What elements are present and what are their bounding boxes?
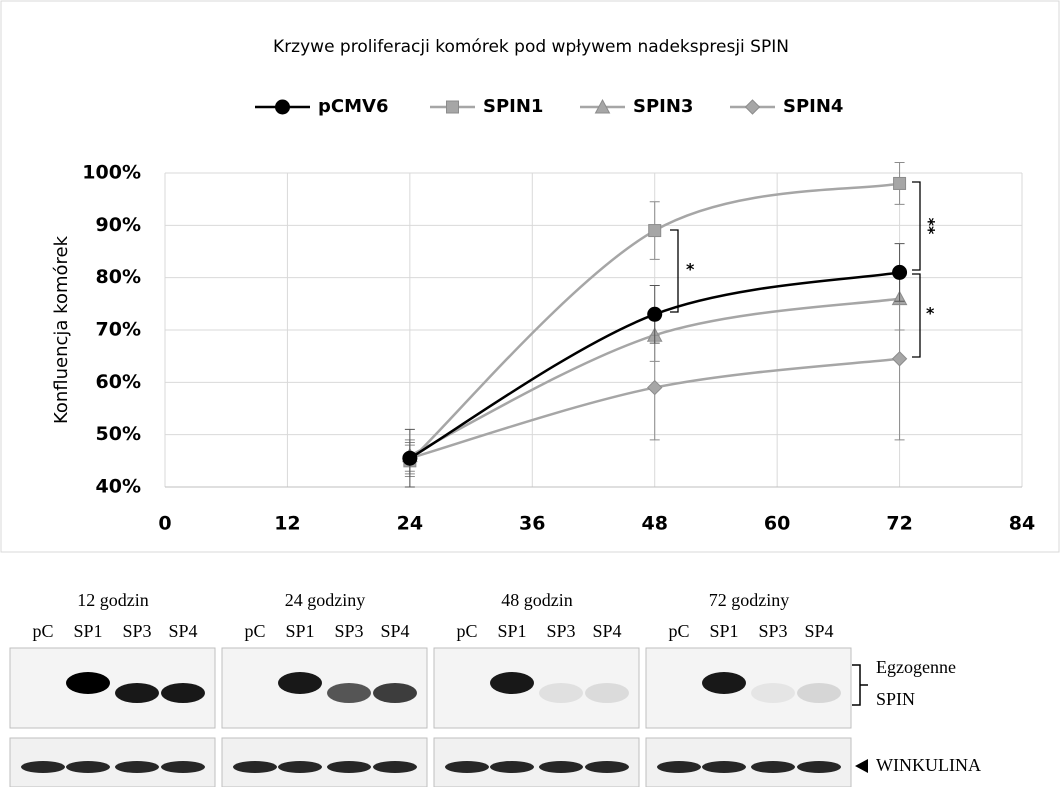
band bbox=[702, 672, 746, 694]
band bbox=[490, 761, 534, 773]
x-tick-label: 36 bbox=[519, 513, 545, 535]
y-tick-label: 100% bbox=[82, 162, 141, 184]
band bbox=[233, 761, 277, 773]
lane-label: SP4 bbox=[380, 621, 409, 641]
lane-label: SP1 bbox=[285, 621, 314, 641]
band bbox=[327, 683, 371, 703]
lane-label: SP4 bbox=[168, 621, 197, 641]
lane-label: SP3 bbox=[758, 621, 787, 641]
row-label: SPIN bbox=[876, 689, 915, 709]
legend-label: pCMV6 bbox=[318, 96, 388, 117]
x-tick-label: 24 bbox=[397, 513, 423, 535]
band bbox=[161, 761, 205, 773]
y-tick-label: 60% bbox=[96, 371, 141, 393]
annotation: * bbox=[926, 304, 935, 323]
band bbox=[373, 761, 417, 773]
legend-label: SPIN4 bbox=[783, 96, 843, 117]
marker bbox=[893, 265, 907, 279]
band bbox=[115, 683, 159, 703]
lane-label: pC bbox=[32, 621, 53, 641]
panel-title: 48 godzin bbox=[501, 590, 573, 610]
figure: Krzywe proliferacji komórek pod wpływem … bbox=[0, 0, 1062, 787]
band bbox=[278, 761, 322, 773]
x-tick-label: 12 bbox=[274, 513, 300, 535]
band bbox=[21, 761, 65, 773]
annotation: ** bbox=[920, 218, 939, 235]
band bbox=[539, 761, 583, 773]
x-tick-label: 72 bbox=[886, 513, 912, 535]
band bbox=[539, 683, 583, 703]
marker bbox=[276, 100, 290, 114]
y-tick-label: 90% bbox=[96, 214, 141, 236]
lane-label: pC bbox=[668, 621, 689, 641]
band bbox=[797, 683, 841, 703]
panel-title: 72 godziny bbox=[709, 590, 790, 610]
panel-title: 24 godziny bbox=[285, 590, 366, 610]
marker bbox=[649, 225, 661, 237]
y-tick-label: 50% bbox=[96, 423, 141, 445]
band bbox=[751, 761, 795, 773]
western-blot: 12 godzin pC SP1 SP3 SP4 24 godziny pC SP1 SP3 SP… bbox=[10, 590, 851, 787]
x-tick-label: 0 bbox=[158, 513, 171, 535]
band bbox=[327, 761, 371, 773]
band bbox=[797, 761, 841, 773]
band bbox=[657, 761, 701, 773]
row-label: WINKULINA bbox=[876, 755, 981, 775]
lane-label: SP3 bbox=[334, 621, 363, 641]
band bbox=[585, 683, 629, 703]
lane-label: SP1 bbox=[497, 621, 526, 641]
lane-label: SP4 bbox=[804, 621, 833, 641]
band bbox=[115, 761, 159, 773]
annotation: * bbox=[686, 260, 695, 279]
band bbox=[490, 672, 534, 694]
band bbox=[702, 761, 746, 773]
band bbox=[585, 761, 629, 773]
band bbox=[278, 672, 322, 694]
row-label: Egzogenne bbox=[876, 657, 956, 677]
y-tick-label: 80% bbox=[96, 266, 141, 288]
marker bbox=[894, 177, 906, 189]
marker bbox=[447, 101, 459, 113]
lane-label: SP1 bbox=[709, 621, 738, 641]
legend-label: SPIN3 bbox=[633, 96, 693, 117]
y-tick-label: 70% bbox=[96, 319, 141, 341]
lane-label: SP1 bbox=[73, 621, 102, 641]
row-pointer bbox=[855, 759, 868, 773]
x-tick-label: 60 bbox=[764, 513, 790, 535]
band bbox=[445, 761, 489, 773]
y-axis-label: Konfluencja komórek bbox=[51, 235, 72, 424]
marker bbox=[648, 307, 662, 321]
lane-label: SP3 bbox=[546, 621, 575, 641]
band bbox=[66, 761, 110, 773]
legend-label: SPIN1 bbox=[483, 96, 543, 117]
chart-title: Krzywe proliferacji komórek pod wpływem … bbox=[273, 37, 789, 57]
band bbox=[751, 683, 795, 703]
row-bracket bbox=[852, 665, 868, 705]
lane-label: SP4 bbox=[592, 621, 621, 641]
x-tick-label: 84 bbox=[1009, 513, 1035, 535]
band bbox=[373, 683, 417, 703]
lane-label: SP3 bbox=[122, 621, 151, 641]
x-tick-label: 48 bbox=[641, 513, 667, 535]
marker bbox=[403, 451, 417, 465]
lane-label: pC bbox=[456, 621, 477, 641]
band bbox=[66, 672, 110, 694]
y-tick-label: 40% bbox=[96, 476, 141, 498]
band bbox=[161, 683, 205, 703]
panel-title: 12 godzin bbox=[77, 590, 149, 610]
lane-label: pC bbox=[244, 621, 265, 641]
